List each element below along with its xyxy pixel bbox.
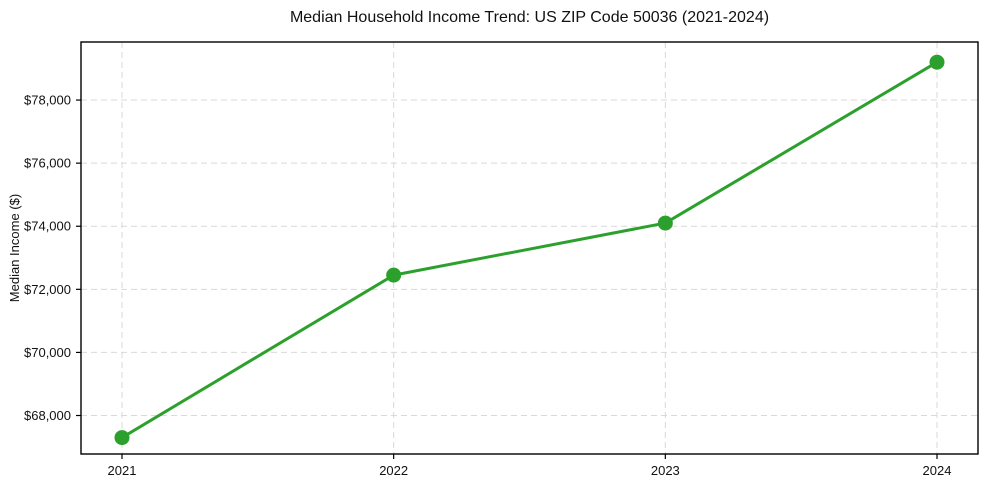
data-point-2024: [929, 54, 945, 70]
chart-title: Median Household Income Trend: US ZIP Co…: [289, 9, 770, 26]
x-tick-label-2021: 2021: [108, 463, 137, 478]
x-tick-label-2024: 2024: [923, 463, 952, 478]
y-tick-label-68000: $68,000: [24, 408, 71, 423]
data-point-2023: [657, 215, 673, 231]
data-point-2022: [386, 267, 402, 283]
data-point-2021: [114, 430, 130, 446]
x-tick-label-2022: 2022: [379, 463, 408, 478]
y-tick-label-78000: $78,000: [24, 93, 71, 108]
plot-area-border: [80, 41, 979, 455]
x-tick-label-2023: 2023: [651, 463, 680, 478]
trend-line: [120, 60, 939, 440]
y-tick-label-70000: $70,000: [24, 345, 71, 360]
y-tick-label-74000: $74,000: [24, 219, 71, 234]
y-tick-label-72000: $72,000: [24, 282, 71, 297]
y-tick-label-76000: $76,000: [24, 156, 71, 171]
